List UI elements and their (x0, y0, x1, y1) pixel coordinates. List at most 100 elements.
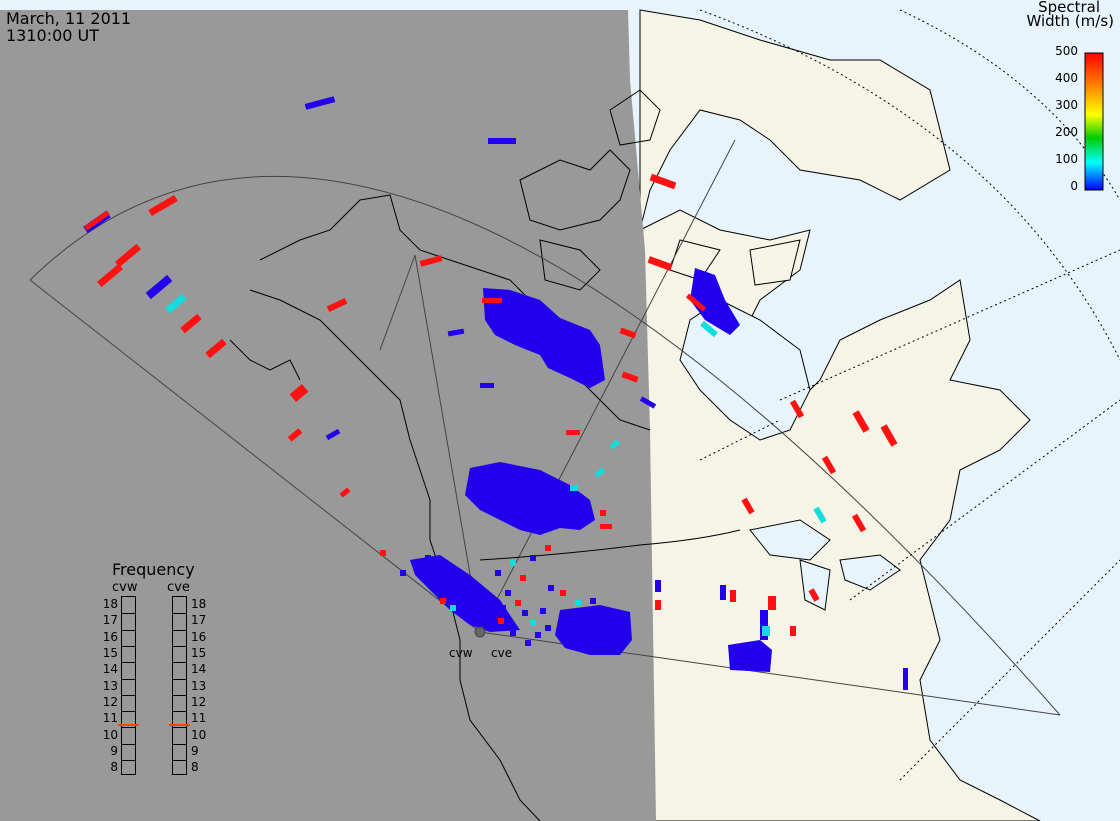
time-label: 1310:00 UT (6, 26, 100, 45)
freq-level-label: 15 (191, 646, 207, 661)
freq-level-label: 16 (102, 629, 118, 644)
freq-level-label: 11 (191, 711, 207, 726)
echo-cell (522, 610, 528, 616)
freq-level-label: 10 (191, 727, 207, 742)
echo-cell (768, 596, 776, 610)
echo-cell (505, 590, 511, 596)
echo-cell (488, 138, 516, 144)
freq-level-label: 12 (102, 694, 118, 709)
echo-cell (380, 550, 386, 556)
echo-cell (304, 96, 336, 110)
freq-level-label: 10 (102, 727, 118, 742)
echo-cell (566, 430, 580, 435)
echo-cell (478, 600, 484, 606)
echo-cell (530, 620, 536, 626)
freq-level-label: 18 (102, 597, 118, 612)
freq-level-label: 17 (102, 613, 118, 628)
echo-cell (808, 588, 820, 602)
echo-cell (545, 545, 551, 551)
echo-cell (325, 428, 341, 441)
echo-cell (852, 410, 870, 433)
echo-cell (647, 256, 673, 271)
freq-level-label: 17 (191, 613, 207, 628)
echo-cell (621, 371, 639, 383)
colorbar-title-line2: Width (m/s) (1026, 12, 1114, 30)
echo-cell (594, 467, 606, 478)
fov-outlines (29, 139, 1061, 716)
echo-cell (821, 455, 837, 475)
echo-cell (880, 424, 898, 447)
station-label-cvw: cvw (449, 646, 473, 660)
cvw-station-marker (474, 626, 486, 638)
echo-cell (655, 580, 661, 592)
echo-cell (535, 632, 541, 638)
echo-cell (287, 428, 303, 442)
echo-cell (600, 524, 612, 529)
echo-cell (580, 505, 586, 511)
echo-cell (790, 626, 796, 636)
echo-cell (462, 612, 468, 618)
colorbar-tick: 100 (1055, 152, 1078, 166)
echo-cell (97, 263, 123, 288)
echo-cell (326, 298, 348, 312)
freq-col-cvw: cvw (112, 580, 138, 595)
echo-cell (649, 173, 677, 190)
freq-marker-cve (169, 723, 190, 726)
echo-cell (148, 194, 178, 217)
echo-cell (510, 560, 516, 566)
freq-level-label: 13 (191, 678, 207, 693)
echo-cell (500, 605, 506, 611)
echo-cell (590, 598, 596, 604)
echo-cell (620, 620, 626, 626)
freq-marker-cvw (118, 723, 139, 726)
echo-cell (612, 632, 618, 638)
frequency-title: Frequency (112, 560, 195, 579)
echo-cell (425, 555, 431, 561)
echo-cell (813, 506, 827, 524)
freq-scale-cvw (121, 596, 136, 776)
freq-col-cve: cve (167, 580, 190, 595)
echo-cell (145, 274, 173, 300)
freq-level-label: 14 (191, 662, 207, 677)
echo-cell (480, 383, 494, 388)
echo-region (465, 462, 595, 535)
freq-level-label: 14 (102, 662, 118, 677)
radar-echoes (83, 96, 908, 690)
echo-cell (180, 313, 202, 334)
echo-cell (540, 608, 546, 614)
echo-cell (720, 585, 726, 600)
echo-cell (482, 298, 502, 303)
freq-level-label: 13 (102, 678, 118, 693)
coastlines (229, 89, 661, 821)
echo-region (410, 555, 520, 632)
freq-level-label: 8 (110, 760, 118, 775)
date-label: March, 11 2011 (6, 9, 132, 28)
echo-cell (760, 610, 768, 640)
echo-cell (515, 600, 521, 606)
colorbar-title-line1: Spectral (1038, 0, 1100, 16)
echo-cell (762, 626, 770, 636)
echo-region (555, 605, 632, 655)
colorbar (1084, 52, 1104, 191)
freq-level-label: 18 (191, 597, 207, 612)
echo-cell (609, 439, 621, 450)
echo-cell (560, 490, 566, 496)
colorbar-tick: 0 (1070, 179, 1078, 193)
echo-cell (600, 510, 606, 516)
echo-cell (84, 210, 110, 231)
echo-cell (447, 328, 465, 337)
echo-cell (470, 580, 476, 586)
echo-cell (570, 515, 576, 521)
echo-region (728, 640, 772, 672)
echo-cell (655, 600, 661, 610)
echo-cell (685, 293, 707, 312)
echo-cell (903, 668, 908, 690)
echo-region (483, 288, 605, 388)
echo-cell (510, 630, 516, 636)
dotted-grid (699, 9, 1120, 781)
echo-cell (555, 520, 561, 526)
great-lakes (749, 519, 901, 611)
echo-cell (700, 320, 718, 338)
echo-cell (115, 243, 141, 268)
